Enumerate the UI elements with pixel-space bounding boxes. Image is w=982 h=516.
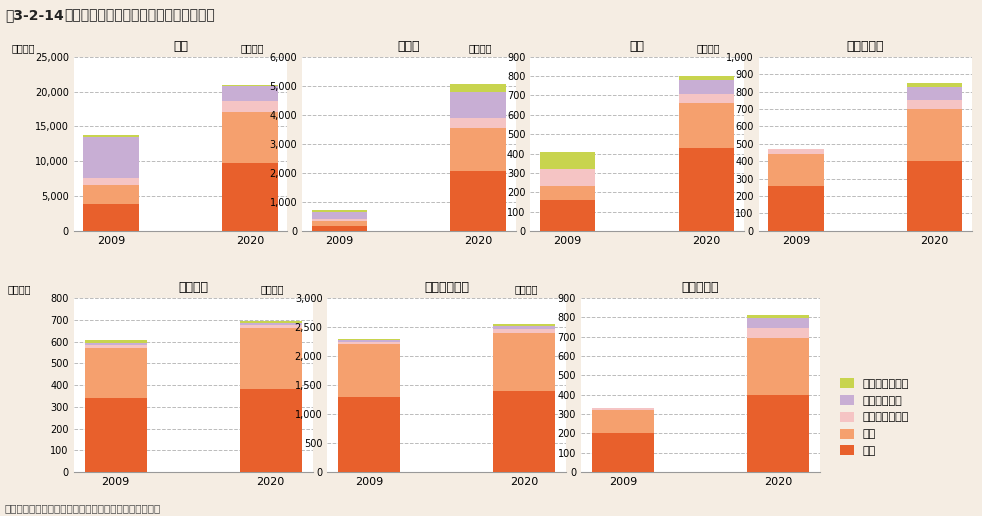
Bar	[679, 148, 735, 231]
Bar	[240, 321, 301, 323]
Bar	[747, 395, 809, 472]
Bar	[540, 186, 595, 200]
Y-axis label: （億円）: （億円）	[261, 284, 285, 295]
Y-axis label: （億円）: （億円）	[7, 284, 30, 295]
Bar	[493, 324, 556, 326]
Bar	[83, 204, 138, 231]
Bar	[84, 348, 146, 398]
Bar	[84, 398, 146, 472]
Bar	[84, 341, 146, 343]
Title: 中国: 中国	[173, 40, 188, 53]
Bar	[222, 101, 278, 112]
Y-axis label: （億円）: （億円）	[12, 43, 35, 53]
Bar	[222, 86, 278, 101]
Bar	[768, 154, 824, 186]
Bar	[768, 186, 824, 231]
Bar	[907, 87, 962, 100]
Bar	[907, 83, 962, 87]
Bar	[747, 318, 809, 328]
Bar	[907, 161, 962, 231]
Bar	[338, 345, 401, 397]
Title: マレーシア: マレーシア	[846, 40, 884, 53]
Title: ベトナム: ベトナム	[178, 281, 208, 294]
Bar	[240, 390, 301, 472]
Y-axis label: （億円）: （億円）	[696, 43, 720, 53]
Bar	[222, 85, 278, 86]
Bar	[540, 152, 595, 169]
Bar	[592, 410, 654, 433]
Title: インド: インド	[398, 40, 420, 53]
Bar	[493, 333, 556, 391]
Bar	[679, 103, 735, 148]
Bar	[451, 118, 506, 128]
Bar	[592, 408, 654, 410]
Bar	[311, 221, 367, 225]
Text: アジアにおける都市ごみ市場規模推計: アジアにおける都市ごみ市場規模推計	[64, 8, 215, 22]
Bar	[451, 171, 506, 231]
Bar	[493, 329, 556, 333]
Bar	[84, 343, 146, 345]
Y-axis label: （億円）: （億円）	[240, 43, 263, 53]
Bar	[338, 397, 401, 472]
Bar	[747, 315, 809, 318]
Text: 資料：各国の廃棄物発生量の推計結果により環境省作成: 資料：各国の廃棄物発生量の推計結果により環境省作成	[5, 504, 161, 513]
Bar	[451, 84, 506, 92]
Title: インドネシア: インドネシア	[424, 281, 469, 294]
Bar	[240, 323, 301, 325]
Bar	[338, 340, 401, 342]
Legend: 最終処分場建設, 焼却施設建設, 堆肥化施設建設, 処理, 収集: 最終処分場建設, 焼却施設建設, 堆肥化施設建設, 処理, 収集	[841, 378, 909, 456]
Bar	[592, 433, 654, 472]
Bar	[338, 338, 401, 340]
Bar	[747, 328, 809, 337]
Bar	[83, 185, 138, 204]
Bar	[311, 213, 367, 219]
Bar	[907, 100, 962, 109]
Bar	[83, 178, 138, 185]
Title: タイ: タイ	[629, 40, 644, 53]
Bar	[679, 93, 735, 103]
Text: 図3-2-14: 図3-2-14	[5, 8, 64, 22]
Bar	[540, 169, 595, 186]
Bar	[338, 342, 401, 345]
Bar	[83, 136, 138, 137]
Bar	[222, 112, 278, 164]
Bar	[493, 326, 556, 329]
Bar	[311, 211, 367, 213]
Bar	[222, 164, 278, 231]
Y-axis label: （億円）: （億円）	[515, 284, 538, 295]
Bar	[451, 128, 506, 171]
Bar	[679, 80, 735, 93]
Bar	[311, 225, 367, 231]
Bar	[311, 219, 367, 221]
Bar	[747, 337, 809, 395]
Bar	[768, 149, 824, 154]
Bar	[907, 109, 962, 161]
Bar	[240, 329, 301, 390]
Bar	[451, 92, 506, 118]
Bar	[540, 200, 595, 231]
Bar	[84, 345, 146, 348]
Y-axis label: （億円）: （億円）	[468, 43, 492, 53]
Bar	[679, 76, 735, 80]
Bar	[240, 325, 301, 329]
Bar	[83, 137, 138, 178]
Bar	[493, 391, 556, 472]
Title: フィリピン: フィリピン	[682, 281, 719, 294]
